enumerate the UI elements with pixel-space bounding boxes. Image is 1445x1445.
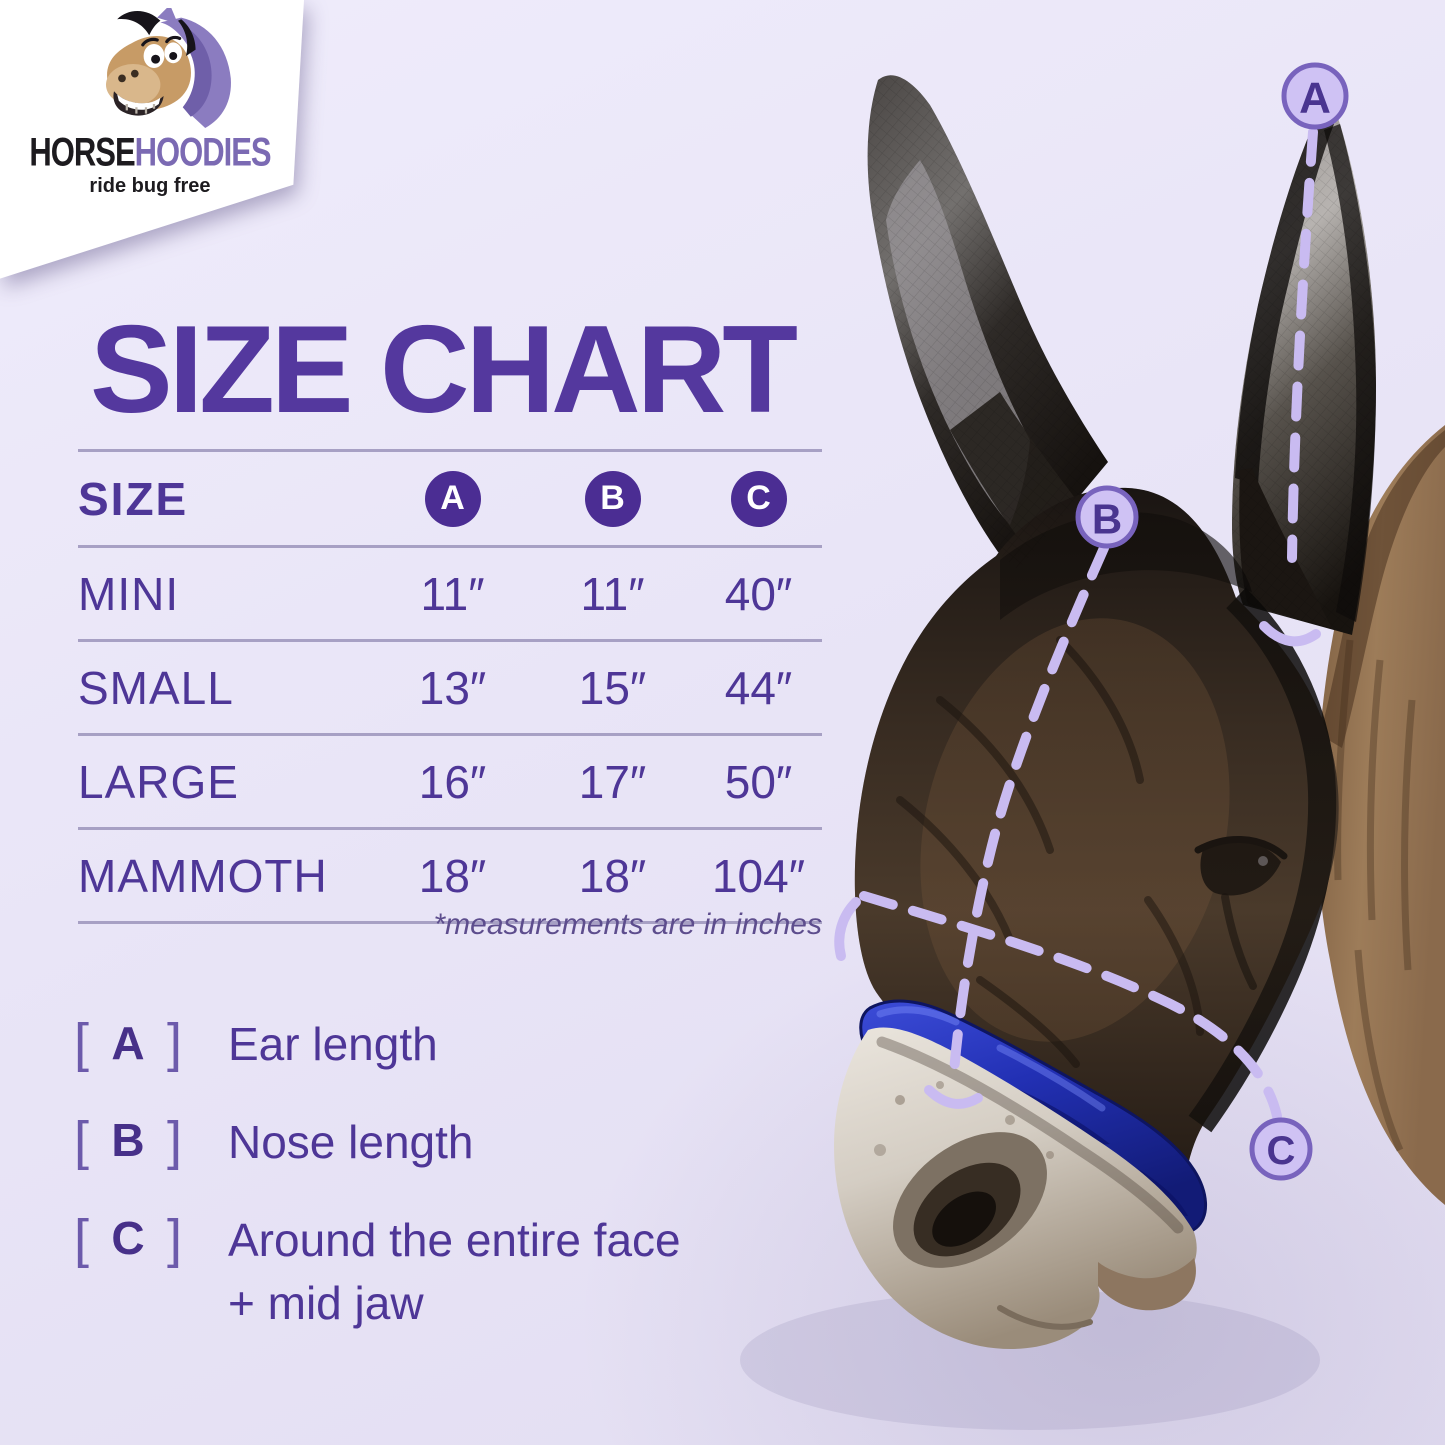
legend-letter-c: C bbox=[111, 1212, 145, 1265]
column-badge-c: C bbox=[730, 470, 787, 527]
legend-item-b: [ B ] Nose length bbox=[74, 1114, 754, 1169]
measure-line-a-end-arc bbox=[1259, 621, 1321, 647]
legend-label-a: Ear length bbox=[228, 1018, 438, 1070]
cell-c: 50″ bbox=[724, 755, 793, 808]
measurements-note: *measurements are in inches bbox=[433, 908, 822, 941]
column-header-size: SIZE bbox=[78, 472, 189, 525]
column-badge-a: A bbox=[424, 470, 481, 527]
cell-a: 11″ bbox=[420, 567, 485, 620]
bracket-open: [ bbox=[74, 1208, 90, 1269]
measurement-legend: [ A ] Ear length [ B ] Nose length [ C ]… bbox=[74, 1016, 754, 1373]
legend-item-a: [ A ] Ear length bbox=[74, 1016, 754, 1071]
marker-c-badge: C bbox=[1249, 1117, 1313, 1181]
marker-b-label: B bbox=[1092, 496, 1122, 543]
legend-key-a: [ A ] bbox=[74, 1016, 182, 1070]
cell-a: 16″ bbox=[418, 755, 487, 808]
legend-label-c: Around the entire face + mid jaw bbox=[228, 1212, 681, 1330]
row-label: LARGE bbox=[78, 755, 239, 808]
measure-line-b-end-arc bbox=[924, 1085, 983, 1109]
bracket-close: ] bbox=[166, 1013, 182, 1073]
cell-c: 40″ bbox=[724, 567, 793, 620]
row-label: MINI bbox=[78, 567, 180, 620]
legend-key-b: [ B ] bbox=[74, 1114, 182, 1168]
brand-name-second: HOODIES bbox=[134, 129, 272, 175]
photo-shadow bbox=[740, 1290, 1320, 1430]
bracket-close: ] bbox=[166, 1208, 182, 1269]
cell-a: 18″ bbox=[418, 849, 487, 902]
table-row-small: SMALL 13″ 15″ 44″ bbox=[78, 639, 822, 733]
cell-b: 15″ bbox=[578, 661, 647, 714]
row-label: SMALL bbox=[78, 661, 234, 714]
size-table: SIZE A B C MINI 11″ 11″ 40″ SMALL 13″ 15… bbox=[78, 449, 822, 924]
legend-label-c-line2: + mid jaw bbox=[228, 1276, 424, 1329]
marker-a-label: A bbox=[1299, 74, 1331, 123]
cell-a: 13″ bbox=[418, 661, 487, 714]
bracket-open: [ bbox=[74, 1013, 90, 1073]
donkey-muzzle bbox=[834, 1027, 1197, 1349]
legend-letter-b: B bbox=[111, 1114, 145, 1167]
bracket-open: [ bbox=[74, 1110, 90, 1171]
brand-name-first: HORSE bbox=[29, 129, 135, 175]
marker-a-badge: A bbox=[1281, 62, 1349, 130]
measure-line-a bbox=[1287, 127, 1318, 563]
page-title: SIZE CHART bbox=[90, 301, 798, 439]
column-badge-b: B bbox=[584, 470, 641, 527]
legend-label-c-line1: Around the entire face bbox=[228, 1213, 681, 1266]
marker-c-label: C bbox=[1267, 1129, 1296, 1173]
bracket-close: ] bbox=[166, 1110, 182, 1171]
cell-c: 104″ bbox=[711, 849, 806, 902]
measure-line-c-wrap-arc bbox=[834, 897, 861, 961]
brand-logo-panel: HORSEHOODIES ride bug free bbox=[0, 0, 304, 280]
table-row-mammoth: MAMMOTH 18″ 18″ 104″ bbox=[78, 827, 822, 924]
cell-b: 17″ bbox=[578, 755, 647, 808]
legend-key-c: [ C ] bbox=[74, 1212, 182, 1266]
cell-c: 44″ bbox=[724, 661, 793, 714]
brand-wordmark: HORSEHOODIES ride bug free bbox=[0, 132, 300, 196]
legend-item-c: [ C ] Around the entire face + mid jaw bbox=[74, 1212, 754, 1330]
row-label: MAMMOTH bbox=[78, 849, 328, 902]
marker-b-badge: B bbox=[1075, 485, 1139, 549]
legend-label-b: Nose length bbox=[228, 1115, 474, 1168]
measure-line-c bbox=[859, 891, 1282, 1121]
cell-b: 18″ bbox=[578, 849, 647, 902]
measure-line-b bbox=[949, 543, 1109, 1077]
table-row-mini: MINI 11″ 11″ 40″ bbox=[78, 545, 822, 639]
cell-b: 11″ bbox=[580, 567, 645, 620]
donkey-nostril bbox=[893, 1132, 1047, 1268]
size-table-header-row: SIZE A B C bbox=[78, 449, 822, 545]
legend-letter-a: A bbox=[111, 1016, 145, 1069]
horse-in-hoodie-icon bbox=[106, 8, 231, 129]
table-row-large: LARGE 16″ 17″ 50″ bbox=[78, 733, 822, 827]
brand-tagline: ride bug free bbox=[89, 175, 211, 197]
